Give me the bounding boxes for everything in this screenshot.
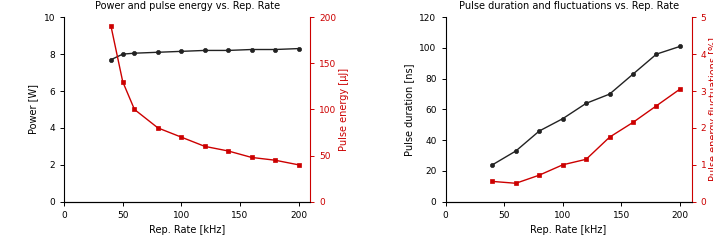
Y-axis label: Power [W]: Power [W] <box>28 84 38 135</box>
X-axis label: Rep. Rate [kHz]: Rep. Rate [kHz] <box>530 225 607 235</box>
Y-axis label: Pulse energy [µJ]: Pulse energy [µJ] <box>339 68 349 151</box>
Y-axis label: Pulse energy fluctuations [%]: Pulse energy fluctuations [%] <box>709 37 713 182</box>
X-axis label: Rep. Rate [kHz]: Rep. Rate [kHz] <box>149 225 225 235</box>
Y-axis label: Pulse duration [ns]: Pulse duration [ns] <box>404 63 414 156</box>
Title: Power and pulse energy vs. Rep. Rate: Power and pulse energy vs. Rep. Rate <box>95 1 279 11</box>
Title: Pulse duration and fluctuations vs. Rep. Rate: Pulse duration and fluctuations vs. Rep.… <box>458 1 679 11</box>
